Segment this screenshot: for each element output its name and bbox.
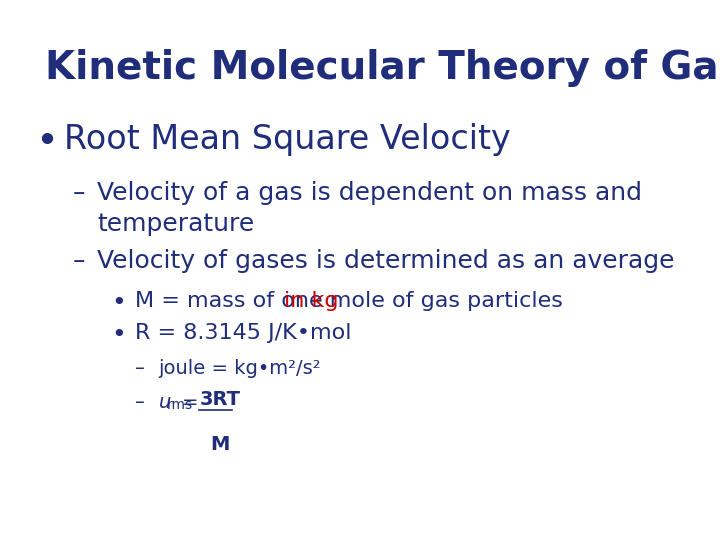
- Text: rms: rms: [166, 399, 192, 413]
- Text: =: =: [182, 393, 199, 412]
- Text: temperature: temperature: [97, 212, 254, 236]
- Text: M = mass of one mole of gas particles: M = mass of one mole of gas particles: [135, 291, 570, 311]
- Text: –: –: [135, 393, 145, 412]
- Text: R = 8.3145 J/K•mol: R = 8.3145 J/K•mol: [135, 322, 351, 342]
- Text: in kg: in kg: [284, 291, 338, 311]
- Text: joule = kg•m²/s²: joule = kg•m²/s²: [158, 360, 321, 379]
- Text: 3RT: 3RT: [200, 390, 241, 409]
- Text: –: –: [135, 360, 145, 379]
- Text: Kinetic Molecular Theory of Gases: Kinetic Molecular Theory of Gases: [45, 49, 720, 87]
- Text: u: u: [158, 393, 171, 412]
- Text: Velocity of a gas is dependent on mass and: Velocity of a gas is dependent on mass a…: [97, 180, 642, 205]
- Text: •: •: [35, 123, 58, 161]
- Text: •: •: [111, 322, 126, 347]
- Text: M: M: [210, 435, 230, 454]
- Text: –: –: [73, 180, 86, 205]
- Text: •: •: [111, 291, 126, 315]
- Text: –: –: [73, 249, 86, 273]
- Text: Velocity of gases is determined as an average: Velocity of gases is determined as an av…: [97, 249, 675, 273]
- Text: Root Mean Square Velocity: Root Mean Square Velocity: [64, 123, 510, 156]
